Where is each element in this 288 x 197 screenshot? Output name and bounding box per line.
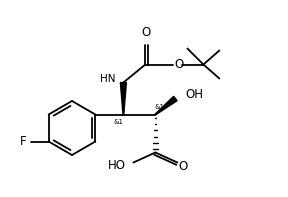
Polygon shape — [120, 83, 126, 114]
Text: O: O — [142, 25, 151, 38]
Text: HO: HO — [107, 159, 125, 172]
Text: HN: HN — [100, 73, 115, 84]
Polygon shape — [155, 96, 177, 115]
Text: OH: OH — [185, 88, 203, 101]
Text: F: F — [20, 135, 26, 148]
Text: O: O — [175, 58, 184, 71]
Text: O: O — [179, 160, 188, 173]
Text: &1: &1 — [154, 103, 164, 110]
Text: &1: &1 — [113, 119, 123, 125]
